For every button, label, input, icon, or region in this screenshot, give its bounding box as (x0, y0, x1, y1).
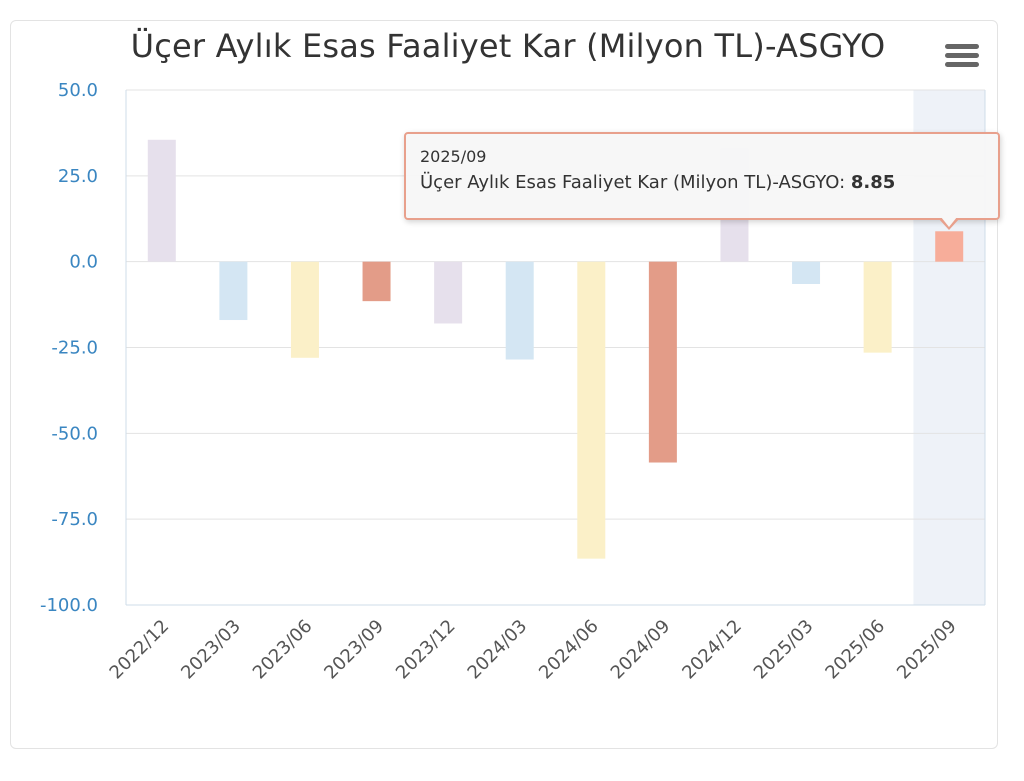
x-tick-label: 2023/09 (320, 616, 388, 684)
x-tick-label: 2023/06 (249, 616, 317, 684)
bar[interactable] (147, 139, 176, 262)
bar[interactable] (648, 261, 677, 463)
x-tick-label: 2024/09 (607, 616, 675, 684)
tooltip: 2025/09 Üçer Aylık Esas Faaliyet Kar (Mi… (404, 132, 1000, 220)
tooltip-series-label: Üçer Aylık Esas Faaliyet Kar (Milyon TL)… (420, 172, 851, 193)
tooltip-line: Üçer Aylık Esas Faaliyet Kar (Milyon TL)… (420, 172, 984, 193)
x-tick-label: 2025/06 (821, 616, 889, 684)
x-tick-label: 2024/12 (678, 616, 746, 684)
bar[interactable] (362, 261, 391, 302)
hamburger-menu-icon[interactable] (945, 44, 979, 72)
tooltip-category: 2025/09 (420, 147, 487, 166)
x-tick-label: 2023/12 (392, 616, 460, 684)
y-tick-label: 0.0 (69, 252, 98, 273)
y-tick-label: -75.0 (51, 509, 98, 530)
y-tick-label: -25.0 (51, 338, 98, 359)
bar[interactable] (434, 261, 463, 324)
bar[interactable] (935, 231, 964, 262)
bar[interactable] (290, 261, 319, 358)
x-tick-label: 2025/03 (750, 616, 818, 684)
y-tick-label: -100.0 (40, 595, 98, 616)
bar[interactable] (505, 261, 534, 360)
chart-title: Üçer Aylık Esas Faaliyet Kar (Milyon TL)… (130, 27, 886, 65)
x-tick-label: 2024/03 (464, 616, 532, 684)
y-tick-label: -50.0 (51, 423, 98, 444)
bar[interactable] (792, 261, 821, 284)
y-tick-label: 50.0 (58, 80, 98, 101)
x-tick-label: 2023/03 (177, 616, 245, 684)
tooltip-value: 8.85 (850, 172, 896, 193)
y-tick-label: 25.0 (58, 166, 98, 187)
x-tick-label: 2022/12 (106, 616, 174, 684)
bar[interactable] (577, 261, 606, 559)
x-tick-label: 2025/09 (893, 616, 961, 684)
bar[interactable] (219, 261, 248, 321)
tooltip-arrow-inner (941, 217, 957, 227)
x-tick-label: 2024/06 (535, 616, 603, 684)
bar[interactable] (863, 261, 892, 353)
